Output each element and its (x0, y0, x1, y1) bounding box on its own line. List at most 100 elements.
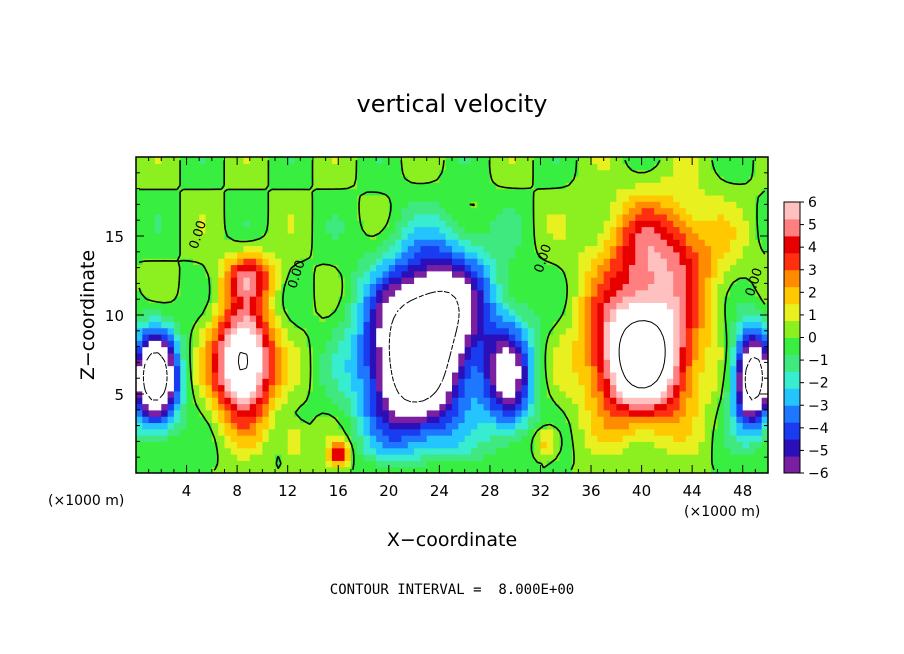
field-cell (508, 264, 516, 272)
field-cell (616, 283, 624, 291)
field-cell (755, 447, 763, 455)
field-cell (673, 466, 681, 473)
field-cell (559, 403, 567, 411)
field-cell (559, 188, 567, 196)
field-cell (357, 371, 365, 379)
field-cell (382, 403, 390, 411)
field-cell (565, 327, 573, 335)
field-cell (199, 428, 207, 436)
field-cell (445, 302, 453, 310)
field-cell (382, 296, 390, 303)
field-cell (224, 302, 232, 310)
field-cell (420, 213, 428, 221)
field-cell (610, 207, 617, 215)
field-cell (496, 340, 504, 348)
field-cell (704, 378, 712, 386)
field-cell (660, 277, 668, 284)
field-cell (641, 422, 649, 430)
field-cell (433, 397, 440, 405)
field-cell (300, 378, 308, 386)
field-cell (603, 289, 611, 297)
field-cell (508, 175, 516, 183)
field-cell (350, 157, 358, 164)
field-cell (154, 390, 162, 398)
field-cell (717, 220, 725, 228)
field-cell (610, 447, 617, 455)
field-cell (597, 346, 605, 354)
field-cell (452, 258, 459, 266)
field-cell (148, 422, 156, 430)
field-cell (755, 333, 763, 341)
field-cell (300, 157, 308, 164)
field-cell (331, 201, 339, 209)
field-cell (749, 258, 756, 266)
field-cell (521, 416, 529, 424)
field-cell (508, 169, 516, 177)
field-cell (673, 194, 681, 202)
field-cell (445, 416, 453, 424)
field-cell (218, 397, 226, 405)
field-cell (761, 220, 768, 228)
field-cell (730, 289, 737, 297)
field-cell (161, 226, 169, 234)
field-cell (679, 327, 687, 335)
field-cell (730, 346, 737, 354)
field-cell (628, 277, 636, 284)
field-cell (439, 409, 447, 417)
field-cell (628, 416, 636, 424)
field-cell (395, 251, 403, 259)
field-cell (148, 207, 156, 215)
field-cell (414, 315, 421, 322)
field-cell (325, 460, 333, 468)
field-cell (736, 327, 744, 335)
field-cell (534, 403, 542, 411)
field-cell (167, 321, 175, 329)
field-cell (647, 441, 655, 449)
field-cell (591, 194, 598, 202)
field-cell (736, 435, 744, 442)
field-cell (426, 327, 434, 335)
field-cell (711, 163, 719, 171)
field-cell (275, 340, 282, 348)
field-cell (610, 302, 617, 310)
field-cell (180, 277, 188, 284)
field-cell (180, 157, 188, 164)
field-cell (452, 220, 459, 228)
field-cell (312, 220, 320, 228)
field-cell (186, 302, 194, 310)
field-cell (685, 226, 693, 234)
field-cell (306, 277, 314, 284)
field-cell (616, 441, 624, 449)
field-cell (180, 302, 188, 310)
field-cell (736, 428, 744, 436)
field-cell (369, 239, 377, 247)
field-cell (698, 213, 706, 221)
field-cell (414, 333, 421, 341)
field-cell (534, 302, 542, 310)
field-cell (407, 384, 415, 392)
field-cell (205, 163, 213, 171)
field-cell (173, 403, 181, 411)
field-cell (414, 352, 421, 360)
field-cell (306, 194, 314, 202)
field-cell (382, 157, 390, 164)
field-cell (742, 277, 750, 284)
field-cell (230, 333, 238, 341)
field-cell (319, 422, 327, 430)
field-cell (736, 447, 744, 455)
field-cell (723, 163, 731, 171)
field-cell (521, 258, 529, 266)
field-cell (654, 207, 662, 215)
field-cell (540, 188, 548, 196)
field-cell (660, 409, 668, 417)
field-cell (376, 333, 384, 341)
field-cell (237, 182, 245, 190)
field-cell (452, 416, 459, 424)
field-cell (338, 416, 346, 424)
field-cell (730, 390, 737, 398)
field-cell (243, 182, 251, 190)
field-cell (148, 390, 156, 398)
field-cell (426, 409, 434, 417)
field-cell (477, 365, 485, 373)
field-cell (401, 296, 409, 303)
